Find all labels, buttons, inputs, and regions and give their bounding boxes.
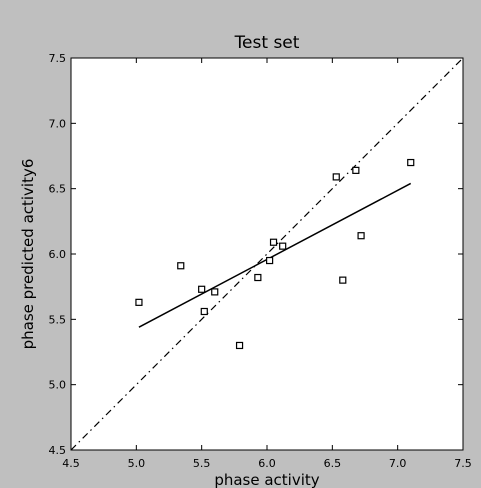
- x-tick-label: 5.5: [193, 457, 211, 470]
- y-tick-label: 4.5: [49, 444, 67, 457]
- x-tick-label: 6.0: [258, 457, 276, 470]
- data-point: [269, 238, 278, 246]
- lines: [70, 57, 464, 451]
- y-tick-label: 6.5: [49, 183, 67, 196]
- x-tick-label: 7.5: [454, 457, 472, 470]
- plot-area: [71, 58, 463, 450]
- data-point: [135, 298, 143, 306]
- y-tick-label: 5.5: [49, 313, 67, 326]
- data-point: [266, 256, 274, 265]
- data-point: [254, 273, 262, 282]
- data-point: [357, 232, 365, 240]
- x-axis-label: phase activity: [214, 471, 319, 488]
- data-points: [135, 158, 415, 350]
- data-point: [332, 173, 340, 181]
- data-point: [177, 262, 185, 270]
- y-tick-label: 7.0: [49, 117, 67, 130]
- tick-labels: 4.5 5.0 5.5 6.0 6.5 7.0 7.5 4.5 5.0 5.5 6.0 6.5 7.0 7…: [49, 52, 472, 470]
- plot-frame: [70, 57, 464, 451]
- chart-title: Test set: [234, 33, 300, 53]
- y-tick-label: 7.5: [49, 52, 67, 65]
- data-point: [200, 307, 208, 316]
- x-tick-label: 5.0: [128, 457, 146, 470]
- data-point: [211, 288, 219, 296]
- regression-line: [138, 182, 412, 328]
- x-tick-label: 6.5: [324, 457, 342, 470]
- x-tick-label: 7.0: [389, 457, 407, 470]
- y-axis-label: phase predicted activity6: [19, 159, 37, 350]
- data-point: [339, 276, 347, 284]
- data-point: [407, 158, 415, 167]
- data-point: [279, 242, 287, 250]
- y-tick-label: 5.0: [49, 379, 67, 392]
- x-tick-label: 4.5: [62, 457, 80, 470]
- data-point: [235, 341, 244, 350]
- y-tick-label: 6.0: [49, 248, 67, 261]
- data-point: [352, 166, 360, 174]
- data-point: [198, 285, 206, 293]
